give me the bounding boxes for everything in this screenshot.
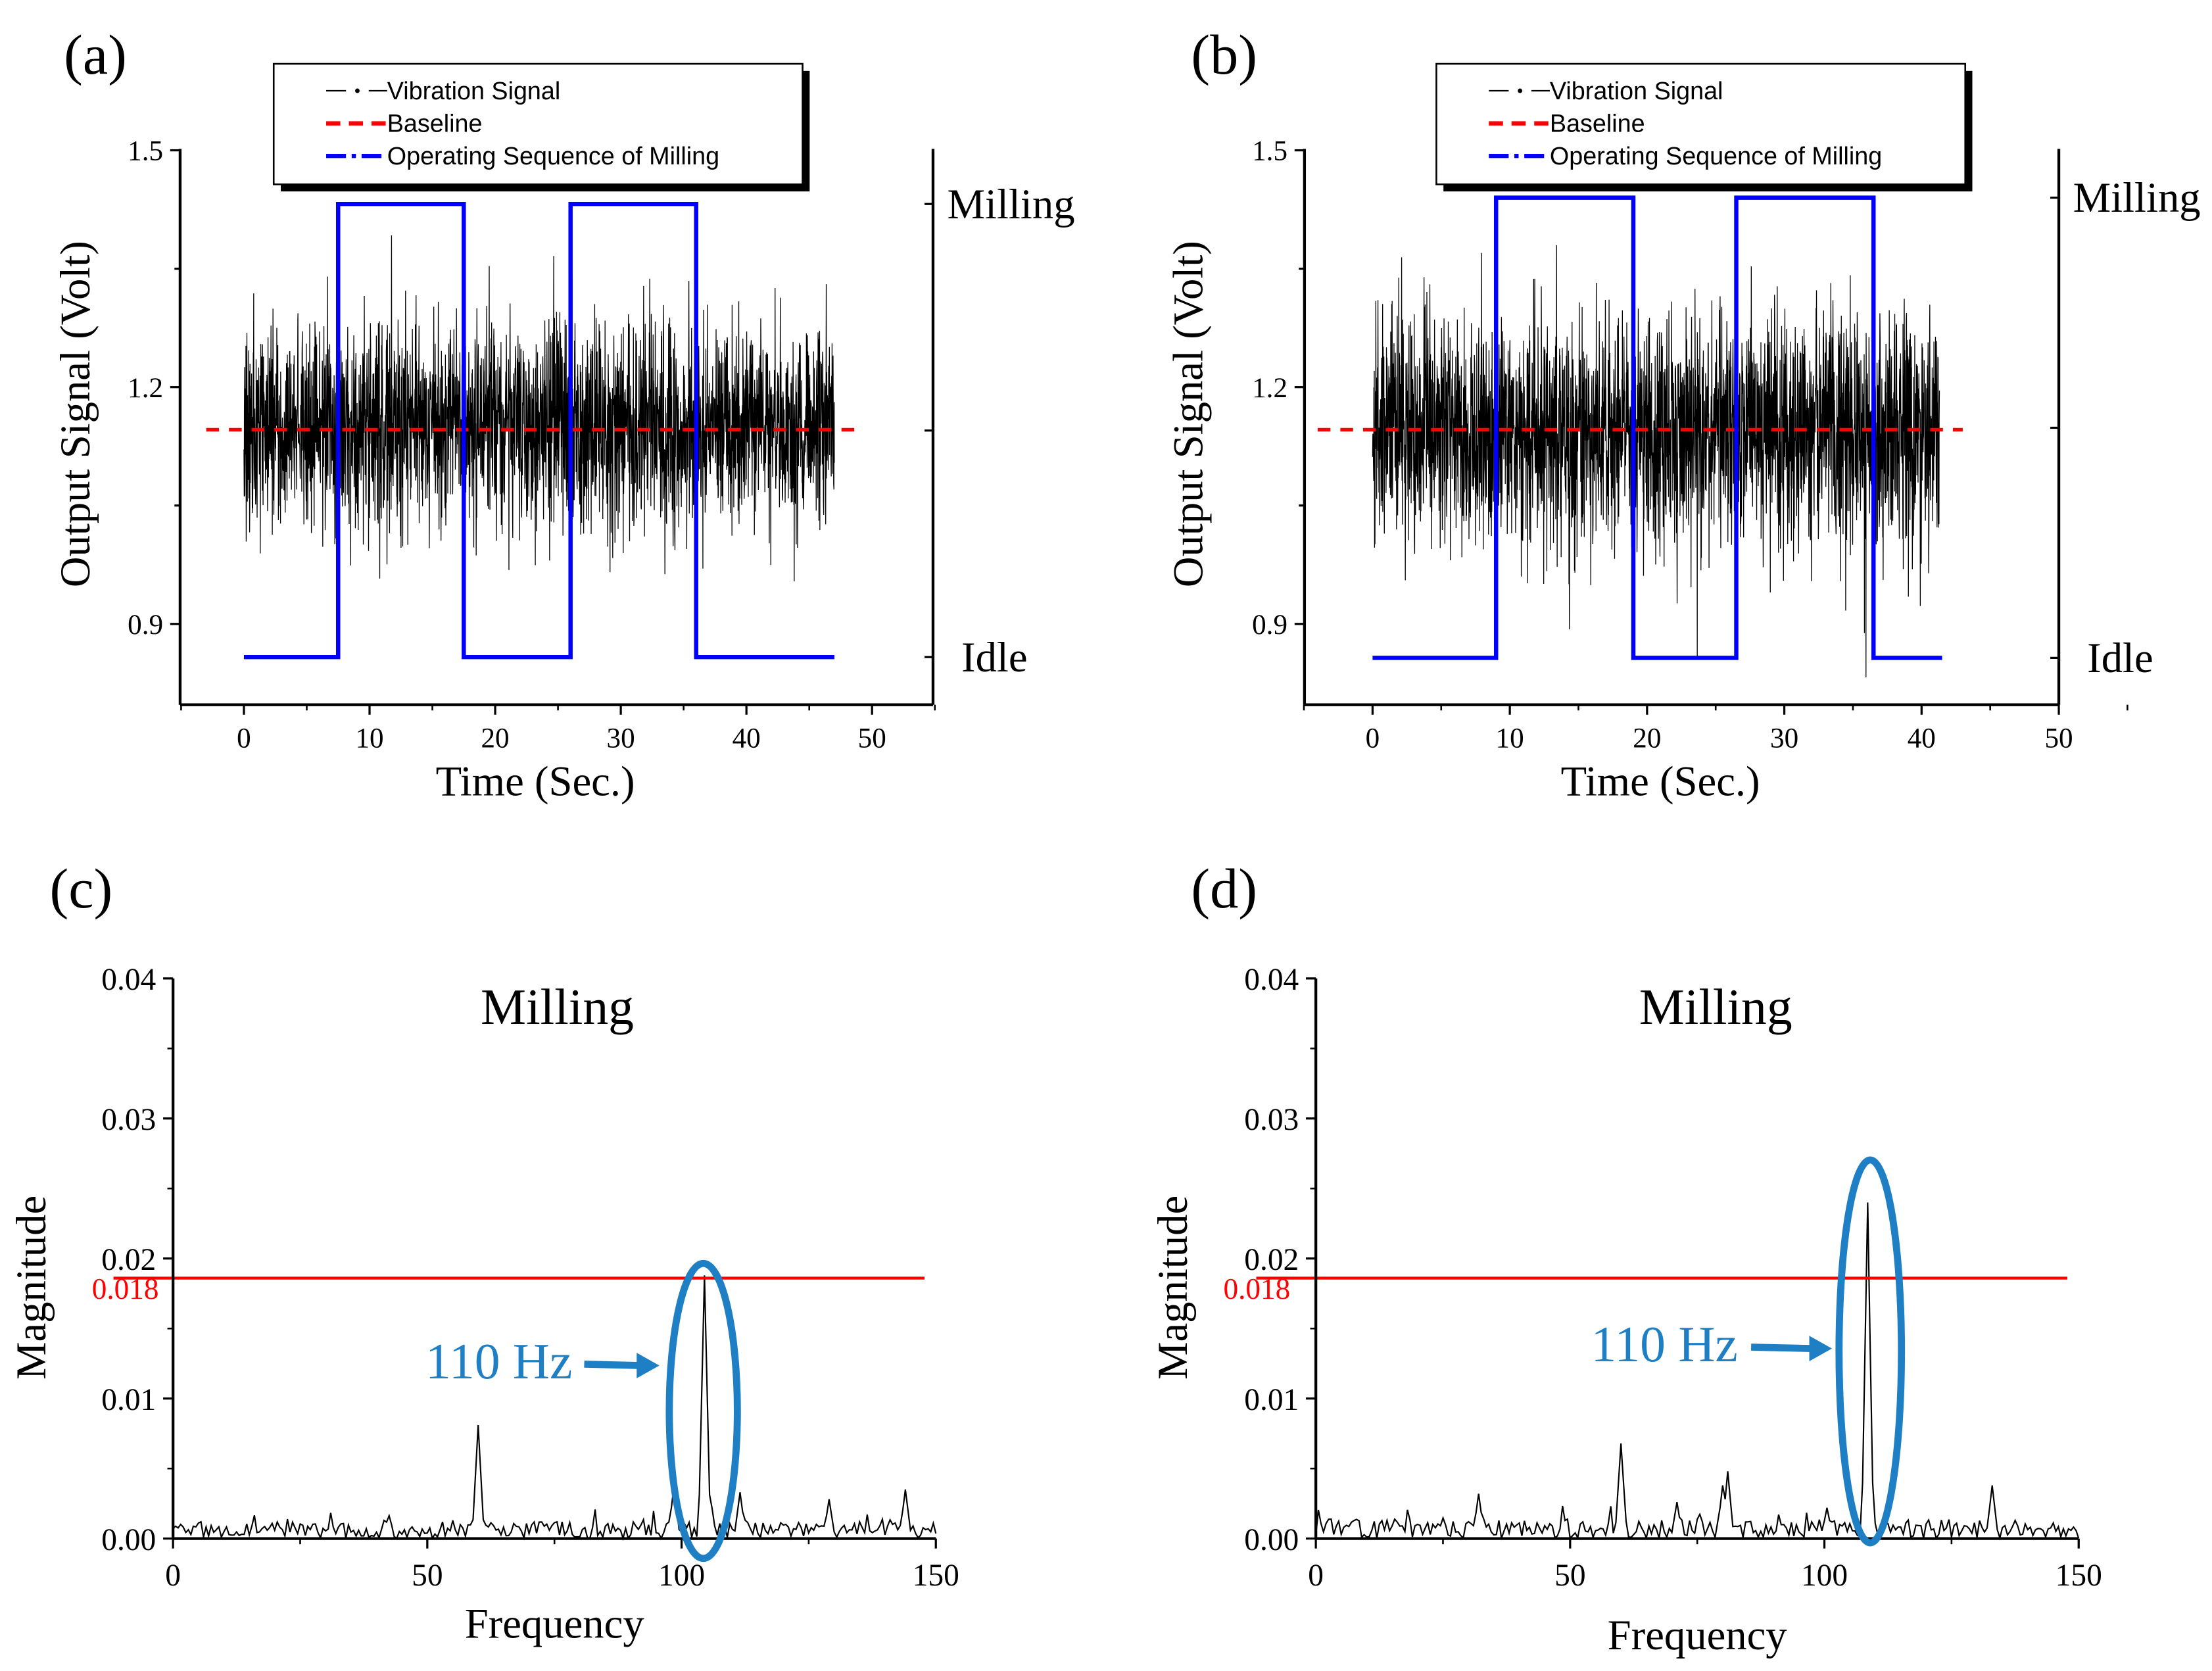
- y-axis-label: Magnitude: [1149, 1196, 1196, 1380]
- y-tick-label: 0.04: [1244, 963, 1299, 997]
- y-tick-label: 0.00: [1244, 1523, 1299, 1557]
- y-tick-label: 1.5: [1252, 136, 1287, 167]
- x-tick-label: 0: [1366, 723, 1380, 754]
- legend-label: Vibration Signal: [387, 77, 561, 105]
- threshold-label: 0.018: [1223, 1272, 1290, 1305]
- y-tick-label: 0.01: [1244, 1383, 1299, 1417]
- legend-label: Baseline: [387, 110, 483, 137]
- x-tick-label: 50: [412, 1559, 443, 1593]
- peak-highlight-ellipse: [1835, 1156, 1906, 1547]
- x-tick-label: 10: [355, 723, 383, 754]
- y-tick-label: 0.03: [1244, 1103, 1299, 1137]
- annotation-label: 110 Hz: [425, 1333, 572, 1390]
- x-tick-label: 50: [1554, 1559, 1585, 1593]
- right-label-idle: Idle: [2087, 634, 2153, 681]
- legend: Vibration Signal Baseline Operating Sequen…: [272, 62, 810, 192]
- y-axis-label: Output Signal (Volt): [51, 241, 99, 587]
- annotation-arrow-shaft: [1750, 1344, 1812, 1353]
- y-tick-label: 1.2: [1252, 373, 1287, 404]
- operating-sequence-line: [243, 201, 834, 660]
- y-tick-label: 0.9: [1252, 610, 1287, 641]
- right-label-milling: Milling: [2073, 174, 2201, 221]
- legend-label: Operating Sequence of Milling: [387, 142, 719, 170]
- x-tick-label: 30: [607, 723, 635, 754]
- x-tick-label: 10: [1496, 723, 1524, 754]
- y-axis-label: Magnitude: [7, 1196, 55, 1380]
- panel-label: (d): [1191, 857, 1257, 920]
- panel-label: (c): [50, 857, 113, 920]
- x-tick-label: 50: [2044, 723, 2073, 754]
- peak-highlight-ellipse: [665, 1259, 741, 1562]
- chart-title: Milling: [481, 979, 634, 1035]
- panel-a: (a) 0 10 20 30 40 50 0.9 1.2 1.5 Milling Idle Time (…: [51, 23, 1075, 806]
- x-axis-label: Time (Sec.): [436, 758, 635, 806]
- x-tick-label: 0: [1308, 1559, 1324, 1593]
- x-tick-label: 30: [1770, 723, 1798, 754]
- y-tick-label: 0.02: [1244, 1243, 1299, 1277]
- operating-sequence-line: [1372, 195, 1942, 660]
- x-axis-label: Time (Sec.): [1561, 758, 1760, 806]
- y-tick-label: 0.01: [101, 1383, 156, 1417]
- threshold-label: 0.018: [92, 1272, 159, 1305]
- x-tick-label: 50: [858, 723, 886, 754]
- annotation-label: 110 Hz: [1591, 1316, 1737, 1372]
- x-tick-label: 150: [913, 1559, 959, 1593]
- legend-swatch-signal-dot: [355, 88, 360, 93]
- panel-d: (d) 0.018 0 50 100 150 0.00 0.01 0.02 0.03 0.04 Mil…: [1149, 857, 2102, 1659]
- right-label-idle: Idle: [961, 633, 1028, 681]
- y-tick-label: 0.02: [101, 1243, 156, 1277]
- x-tick-label: 100: [1801, 1559, 1848, 1593]
- legend-label: Vibration Signal: [1550, 77, 1723, 105]
- vibration-signal-line: [1372, 245, 1940, 678]
- y-tick-label: 1.2: [128, 373, 163, 404]
- panel-label: (a): [64, 23, 127, 86]
- x-tick-label: 40: [733, 723, 761, 754]
- x-tick-label: 0: [237, 723, 251, 754]
- legend-label: Operating Sequence of Milling: [1550, 142, 1882, 170]
- spectrum-line: [172, 1275, 937, 1541]
- x-tick-label: 20: [481, 723, 510, 754]
- x-tick-label: 0: [165, 1559, 181, 1593]
- annotation-arrow-head: [1809, 1336, 1833, 1362]
- panel-label: (b): [1191, 23, 1257, 86]
- chart-title: Milling: [1639, 979, 1792, 1035]
- panel-b: (b) 0 10 20 30 40 50 0.9 1.2 1.5 Milling Idle Time (…: [1165, 23, 2201, 806]
- annotation-arrow-head: [637, 1353, 660, 1378]
- y-axis-label: Output Signal (Volt): [1165, 241, 1213, 587]
- y-tick-label: 0.9: [128, 610, 163, 641]
- vibration-signal-line: [243, 235, 835, 581]
- y-tick-label: 0.03: [101, 1103, 156, 1137]
- annotation-arrow-shaft: [584, 1360, 640, 1369]
- y-tick-label: 0.04: [101, 963, 156, 997]
- x-axis-label: Frequency: [465, 1600, 645, 1647]
- legend-label: Baseline: [1550, 110, 1645, 137]
- x-tick-label: 100: [658, 1559, 705, 1593]
- legend-swatch-signal-dot: [1518, 88, 1523, 93]
- y-tick-label: 0.00: [101, 1523, 156, 1557]
- x-axis-label: Frequency: [1608, 1611, 1788, 1659]
- y-tick-label: 1.5: [128, 136, 163, 167]
- right-label-milling: Milling: [947, 180, 1074, 228]
- legend: Vibration Signal Baseline Operating Sequen…: [1435, 62, 1973, 192]
- x-tick-label: 20: [1633, 723, 1661, 754]
- x-tick-label: 40: [1908, 723, 1936, 754]
- panel-c: (c) 0.018 0 50 100 150 0.00 0.01 0.02 0.03 0.04 Mil…: [7, 857, 959, 1647]
- x-tick-label: 150: [2056, 1559, 2102, 1593]
